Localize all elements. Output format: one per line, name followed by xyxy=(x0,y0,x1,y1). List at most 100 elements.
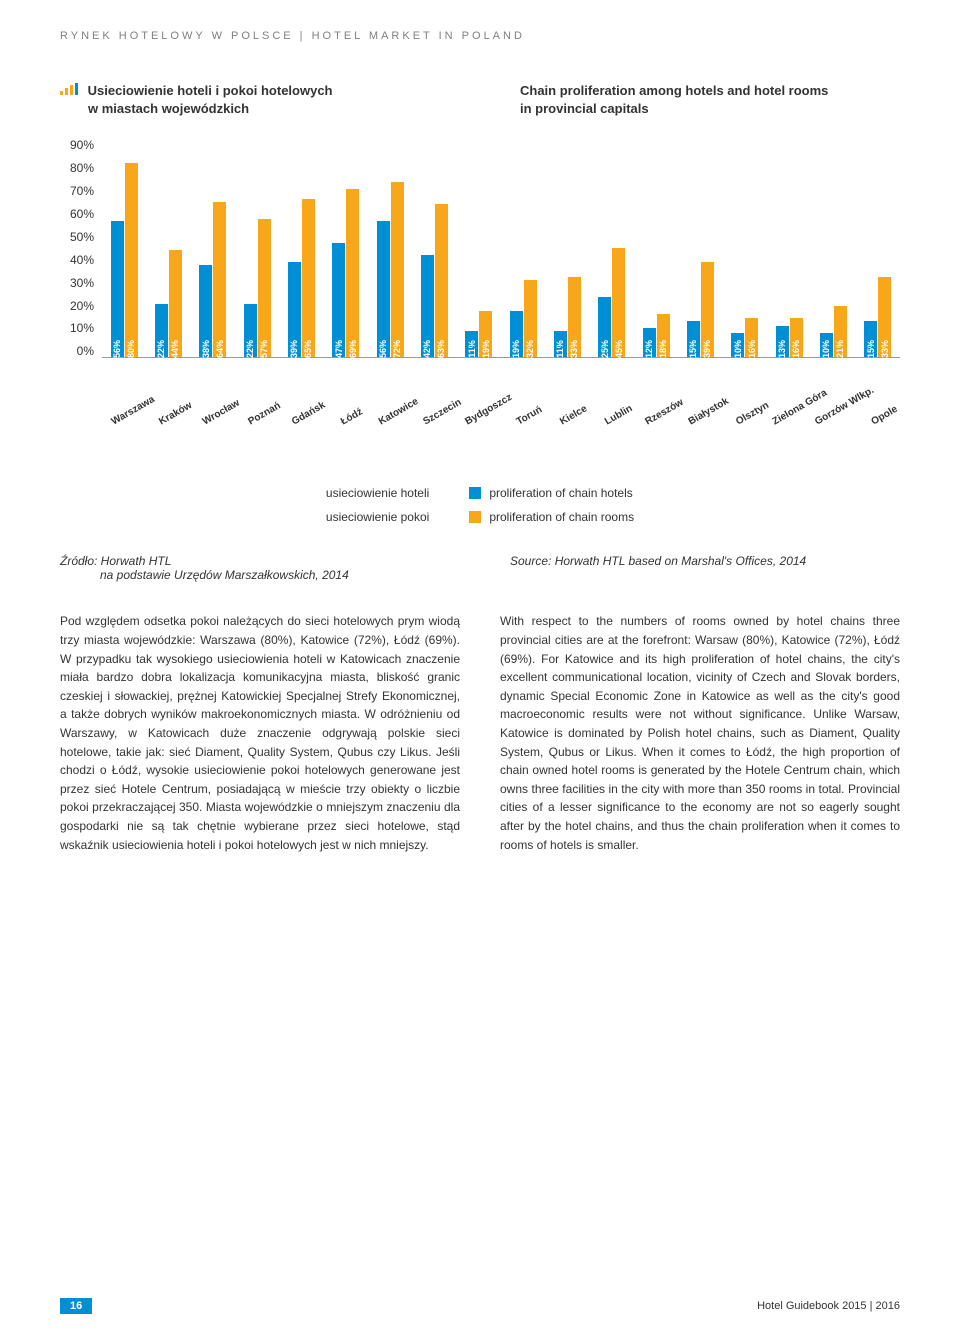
bar-hotels: 19% xyxy=(510,311,523,357)
bar-chart: 90%80%70%60%50%40%30%20%10%0% 56%80%22%4… xyxy=(60,138,900,398)
y-tick-label: 30% xyxy=(70,276,94,290)
bar-group: 10% 16% xyxy=(723,138,767,357)
bar-value-label: 64% xyxy=(215,340,225,358)
bar-value-label: 19% xyxy=(481,340,491,358)
bar-rooms: 21% xyxy=(834,306,847,357)
bar-group: 47%69% xyxy=(324,138,368,357)
city-label: Toruń xyxy=(515,405,544,428)
bar-group: 11% 33% xyxy=(545,138,589,357)
bar-hotels: 12% xyxy=(643,328,656,357)
title-text-2: w miastach wojewódzkich xyxy=(88,101,249,116)
bar-value-label: 13% xyxy=(777,340,787,358)
chart-title-left: Usieciowienie hoteli i pokoi hotelowych … xyxy=(60,82,480,118)
legend-swatch-blue xyxy=(469,487,481,499)
bar-hotels: 15% xyxy=(687,321,700,357)
bar-group: 13% 16% xyxy=(767,138,811,357)
bar-rooms: 72% xyxy=(391,182,404,357)
bar-hotels: 47% xyxy=(332,243,345,357)
y-tick-label: 80% xyxy=(70,161,94,175)
x-label: Kraków xyxy=(146,406,190,466)
bar-value-label: 47% xyxy=(334,340,344,358)
bar-hotels: 11% xyxy=(554,331,567,358)
bar-value-label: 15% xyxy=(688,340,698,358)
bar-group: 15%33% xyxy=(856,138,900,357)
y-tick-label: 60% xyxy=(70,207,94,221)
bar-value-label: 42% xyxy=(422,340,432,358)
bar-rooms: 45% xyxy=(612,248,625,358)
bar-value-label: 39% xyxy=(702,340,712,358)
legend-label: usieciowienie hoteli xyxy=(326,486,429,500)
source-right: Source: Horwath HTL based on Marshal's O… xyxy=(480,554,900,582)
bar-hotels: 10% xyxy=(820,333,833,357)
bar-value-label: 16% xyxy=(747,340,757,358)
bar-group: 38% 64% xyxy=(191,138,235,357)
bar-value-label: 10% xyxy=(733,340,743,358)
page-footer: 16 Hotel Guidebook 2015 | 2016 xyxy=(60,1298,900,1314)
bar-group: 42%63% xyxy=(412,138,456,357)
bar-value-label: 39% xyxy=(289,340,299,358)
bar-group: 56%72% xyxy=(368,138,412,357)
bar-value-label: 33% xyxy=(569,340,579,358)
bar-group: 19%32% xyxy=(501,138,545,357)
city-label: Łódź xyxy=(339,407,365,428)
bar-rooms: 16% xyxy=(790,318,803,357)
bar-group: 11%19% xyxy=(457,138,501,357)
x-label: Kielce xyxy=(545,406,589,466)
x-label: Zielona Góra xyxy=(767,406,811,466)
bar-group: 22%44% xyxy=(146,138,190,357)
x-label: Olsztyn xyxy=(723,406,767,466)
x-label: Białystok xyxy=(678,406,722,466)
x-label: Warszawa xyxy=(102,406,146,466)
bar-rooms: 33% xyxy=(878,277,891,357)
body-left: Pod względem odsetka pokoi należących do… xyxy=(60,612,460,854)
bar-value-label: 16% xyxy=(791,340,801,358)
bar-rooms: 44% xyxy=(169,250,182,357)
x-label: Wrocław xyxy=(191,406,235,466)
bar-value-label: 11% xyxy=(555,341,565,359)
chart-title-row: Usieciowienie hoteli i pokoi hotelowych … xyxy=(60,82,900,118)
bar-rooms: 16% xyxy=(745,318,758,357)
page-number: 16 xyxy=(60,1298,92,1314)
city-label: Olsztyn xyxy=(734,400,771,428)
bar-value-label: 18% xyxy=(658,340,668,358)
x-label: Szczecin xyxy=(412,406,456,466)
bar-value-label: 15% xyxy=(866,340,876,358)
x-label: Katowice xyxy=(368,406,412,466)
legend-item: proliferation of chain hotels xyxy=(469,486,634,500)
y-tick-label: 70% xyxy=(70,184,94,198)
x-label: Łódź xyxy=(324,406,368,466)
legend-label: proliferation of chain hotels xyxy=(489,486,632,500)
source-text-2: na podstawie Urzędów Marszałkowskich, 20… xyxy=(100,568,349,582)
legend-left: usieciowienie hoteli usieciowienie pokoi xyxy=(326,486,429,524)
bar-value-label: 57% xyxy=(259,340,269,358)
bar-value-label: 22% xyxy=(245,340,255,358)
bar-group: 12%18% xyxy=(634,138,678,357)
bar-rooms: 33% xyxy=(568,277,581,357)
bar-rooms: 18% xyxy=(657,314,670,358)
source-left: Źródło: Horwath HTL na podstawie Urzędów… xyxy=(60,554,480,582)
x-label: Toruń xyxy=(501,406,545,466)
legend-label: proliferation of chain rooms xyxy=(489,510,634,524)
bar-value-label: 38% xyxy=(201,340,211,358)
x-label: Poznań xyxy=(235,406,279,466)
bar-hotels: 56% xyxy=(377,221,390,357)
bar-hotels: 15% xyxy=(864,321,877,357)
source-text: Źródło: Horwath HTL xyxy=(60,554,171,568)
title-text-2: in provincial capitals xyxy=(520,101,649,116)
x-axis-labels: WarszawaKrakówWrocławPoznańGdańskŁódźKat… xyxy=(102,406,900,466)
bar-rooms: 64% xyxy=(213,202,226,358)
bar-group: 39% 65% xyxy=(279,138,323,357)
city-label: Opole xyxy=(869,404,899,428)
city-label: Lublin xyxy=(603,403,634,428)
legend-right: proliferation of chain hotels proliferat… xyxy=(469,486,634,524)
city-label: Kraków xyxy=(158,400,195,428)
bar-value-label: 22% xyxy=(156,340,166,358)
bar-rooms: 39% xyxy=(701,262,714,357)
x-label: Lublin xyxy=(590,406,634,466)
x-label: Opole xyxy=(856,406,900,466)
bar-value-label: 56% xyxy=(378,340,388,358)
y-tick-label: 20% xyxy=(70,299,94,313)
bar-value-label: 65% xyxy=(303,340,313,358)
title-text: Usieciowienie hoteli i pokoi hotelowych xyxy=(88,83,333,98)
legend-swatch-orange xyxy=(469,511,481,523)
